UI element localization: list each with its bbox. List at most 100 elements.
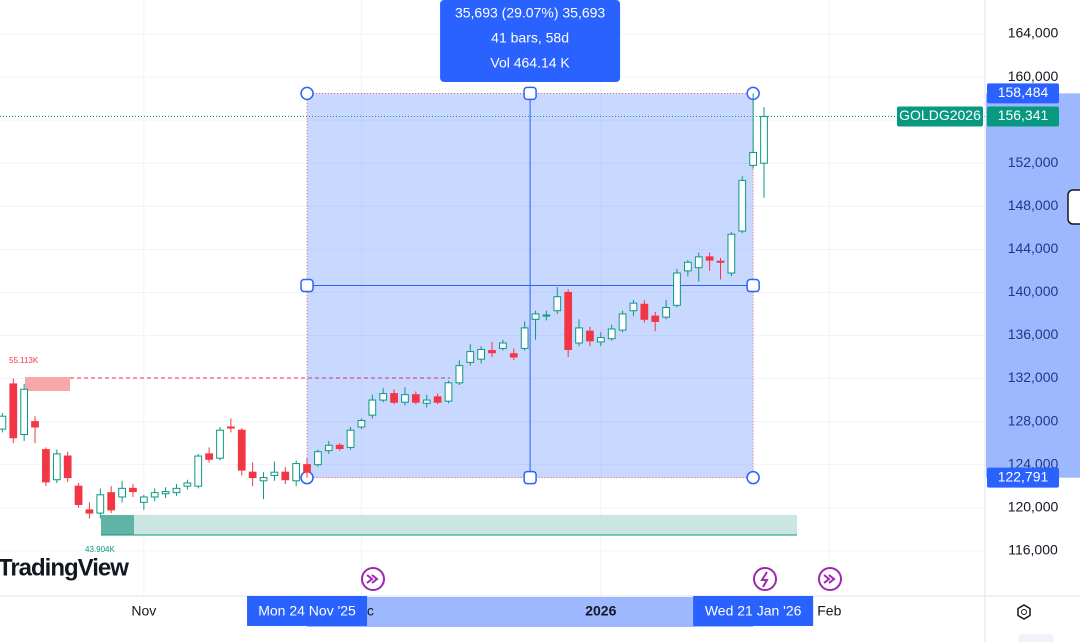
- candle-body: [749, 151, 758, 166]
- candle-body: [509, 353, 518, 358]
- candle-body: [683, 261, 692, 272]
- candle-body: [52, 453, 61, 481]
- candle-body: [760, 115, 768, 164]
- candle-body: [63, 455, 72, 479]
- candle-body: [640, 303, 649, 320]
- measure-text: Vol 464.14 K: [490, 55, 570, 71]
- candle-body: [324, 444, 333, 452]
- candle-body: [0, 415, 7, 430]
- price-label: 122,791: [998, 468, 1049, 484]
- candle-body: [379, 393, 388, 401]
- x-tick-label: 2026: [585, 603, 616, 619]
- y-tick-label: 116,000: [1008, 541, 1058, 557]
- candle-body: [716, 260, 725, 263]
- candle-body: [346, 429, 355, 448]
- y-tick-label: 124,000: [1008, 455, 1059, 471]
- symbol-label-bg: [897, 106, 983, 127]
- y-tick-label: 120,000: [1008, 498, 1059, 514]
- candle-body: [520, 327, 529, 349]
- candle-body: [270, 471, 279, 476]
- measure-handle[interactable]: [746, 278, 760, 293]
- candle-body: [96, 494, 105, 514]
- y-tick-label: 148,000: [1008, 197, 1059, 213]
- candle-body: [314, 451, 322, 466]
- candle-body: [694, 256, 703, 269]
- candle-body: [727, 233, 736, 274]
- annotation: 55.113K: [9, 356, 39, 365]
- measure-tooltip: [440, 0, 621, 82]
- date-label: Mon 24 Nov '25: [258, 603, 356, 619]
- candle-body: [118, 487, 126, 498]
- y-range-highlight: [986, 93, 1080, 478]
- brand-logo: TradingView: [0, 554, 129, 581]
- candle-body: [390, 393, 398, 403]
- measure-text: 35,693 (29.07%) 35,693: [455, 5, 605, 21]
- candle-body: [618, 313, 627, 331]
- zone-high: [25, 377, 70, 391]
- toolbar-button[interactable]: [1018, 634, 1054, 642]
- candle-body: [499, 342, 507, 349]
- event-arrow: [366, 574, 379, 584]
- x-range-highlight: [307, 597, 754, 627]
- candle-body: [738, 179, 747, 232]
- x-tick-label: Nov: [131, 603, 156, 619]
- measure-handle[interactable]: [300, 278, 314, 293]
- candle-body: [259, 477, 268, 482]
- candle-body: [411, 394, 420, 403]
- settings-icon[interactable]: [1017, 604, 1031, 620]
- measure-handle[interactable]: [523, 470, 537, 485]
- candle-body: [248, 471, 257, 479]
- y-tick-label: 164,000: [1008, 25, 1059, 41]
- settings-icon-dot: [1021, 609, 1027, 615]
- y-tick-label: 136,000: [1008, 326, 1059, 342]
- measure-handle[interactable]: [746, 470, 760, 485]
- candle-body: [553, 296, 562, 312]
- candle-body: [183, 482, 192, 487]
- event-icon[interactable]: [818, 567, 842, 591]
- candle-body: [31, 421, 39, 428]
- candle-body: [237, 429, 246, 471]
- price-label-bg: [987, 83, 1059, 104]
- event-icon[interactable]: [361, 567, 385, 591]
- candle-body: [107, 492, 116, 511]
- zone-low: [101, 515, 797, 535]
- event-icon[interactable]: [753, 567, 777, 591]
- candle-body: [194, 455, 203, 487]
- candle-body: [422, 399, 431, 404]
- price-label-bg: [987, 106, 1059, 127]
- candle-body: [629, 302, 638, 312]
- y-tick-label: 144,000: [1008, 240, 1059, 256]
- candle-body: [531, 313, 540, 320]
- candle-body: [85, 509, 94, 514]
- scroll-handle[interactable]: [1067, 189, 1080, 225]
- candle-body: [705, 256, 714, 261]
- measure-handle[interactable]: [523, 86, 537, 101]
- candle-body: [9, 383, 18, 439]
- candle-body: [227, 426, 235, 429]
- candle-body: [488, 350, 496, 354]
- candle-body: [20, 388, 29, 436]
- candle-body: [74, 485, 83, 505]
- candle-body: [607, 328, 616, 340]
- y-tick-label: 128,000: [1008, 412, 1059, 428]
- candle-body: [542, 314, 551, 317]
- y-tick-label: 140,000: [1008, 283, 1059, 299]
- measure-handle[interactable]: [300, 86, 314, 101]
- event-arrow: [823, 574, 836, 584]
- candle-body: [586, 330, 594, 342]
- candle-body: [455, 365, 464, 384]
- candle-body: [368, 399, 377, 416]
- candle-body: [172, 487, 181, 494]
- candle-body: [335, 444, 344, 450]
- price-label-bg: [987, 467, 1059, 488]
- zone-low-mark: [101, 515, 134, 535]
- candle-body: [575, 327, 583, 344]
- candle-body: [303, 464, 311, 473]
- candles: [0, 93, 768, 519]
- event-bolt: [760, 571, 769, 588]
- candle-body: [564, 291, 573, 350]
- annotation: 43.904K: [85, 545, 115, 554]
- candle-body: [433, 396, 442, 403]
- candle-body: [466, 351, 475, 363]
